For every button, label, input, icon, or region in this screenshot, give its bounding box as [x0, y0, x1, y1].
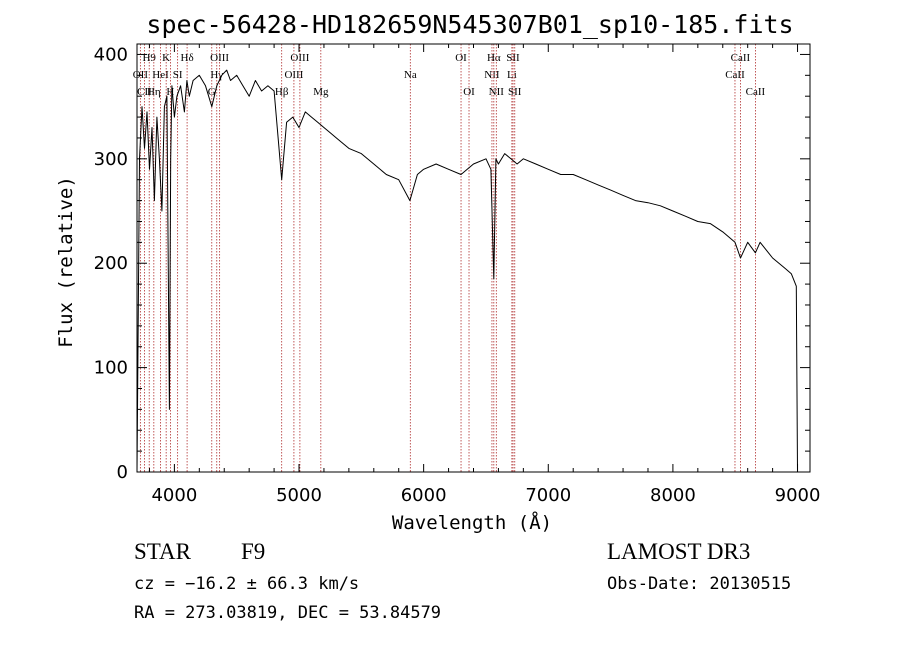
spectral-line-label: SI: [173, 69, 183, 81]
x-tick-label: 5000: [276, 485, 322, 506]
y-tick-label: 400: [94, 44, 128, 65]
y-tick-label: 300: [94, 149, 128, 170]
spectral-line-label: Na: [404, 69, 417, 81]
spectral-lines: OIICIIH9HηHeIKHSIHδGHγOIIIHβOIIIOIIIMgNa…: [133, 44, 766, 472]
spectral-line-label: OIII: [210, 52, 229, 64]
spectral-line-label: CaII: [746, 86, 766, 98]
spectral-line-label: K: [162, 52, 170, 64]
survey-name: LAMOST DR3: [607, 539, 751, 564]
spectral-line-label: NII: [489, 86, 505, 98]
spectral-line-label: HeI: [152, 69, 169, 81]
spectrum-line-0: [136, 69, 798, 473]
spectral-line-label: CII: [137, 86, 152, 98]
spectral-line-label: CaII: [731, 52, 751, 64]
spectral-line-label: CaII: [725, 69, 745, 81]
spectral-line-label: OI: [455, 52, 467, 64]
spectral-line-label: SII: [508, 86, 522, 98]
spectral-line-label: H: [166, 86, 174, 98]
observation-date: Obs-Date: 20130515: [607, 574, 792, 594]
y-axis-label: Flux (relative): [55, 176, 77, 348]
x-axis-label: Wavelength (Å): [392, 511, 552, 534]
spectral-line-label: Mg: [313, 86, 329, 98]
x-tick-label: 6000: [401, 485, 447, 506]
y-tick-label: 0: [117, 462, 128, 483]
spectral-line-label: OIII: [290, 52, 309, 64]
x-tick-label: 8000: [650, 485, 696, 506]
y-tick-label: 200: [94, 253, 128, 274]
spectral-line-label: Hβ: [275, 86, 289, 98]
plot-frame: [136, 43, 811, 473]
spectral-subclass: F9: [241, 539, 266, 564]
spectral-line-label: G: [208, 86, 216, 98]
redshift-cz: cz = −16.2 ± 66.3 km/s: [134, 574, 360, 594]
spectral-line-label: Hδ: [181, 52, 194, 64]
spectral-line-label: OIII: [284, 69, 303, 81]
spectral-line-label: H9: [142, 52, 156, 64]
chart-title: spec-56428-HD182659N545307B01_sp10-185.f…: [146, 10, 793, 39]
x-axis-ticks: 4000 5000 6000 7000 8000 9000: [148, 44, 821, 506]
coordinates: RA = 273.03819, DEC = 53.84579: [134, 603, 442, 623]
spectral-line-label: Hη: [147, 86, 161, 98]
spectral-line-label: Li: [507, 69, 517, 81]
x-tick-label: 4000: [151, 485, 197, 506]
object-type: STAR: [134, 539, 191, 564]
spectral-line-label: Hα: [487, 52, 501, 64]
x-tick-label: 7000: [525, 485, 571, 506]
spectral-line-label: NII: [484, 69, 500, 81]
y-axis-ticks: 0 100 200 300 400: [94, 44, 810, 483]
spectrum-series: [136, 69, 798, 473]
x-tick-label: 9000: [775, 485, 821, 506]
y-tick-label: 100: [94, 358, 128, 379]
spectral-line-label: OI: [463, 86, 475, 98]
spectral-line-label: SII: [506, 52, 520, 64]
